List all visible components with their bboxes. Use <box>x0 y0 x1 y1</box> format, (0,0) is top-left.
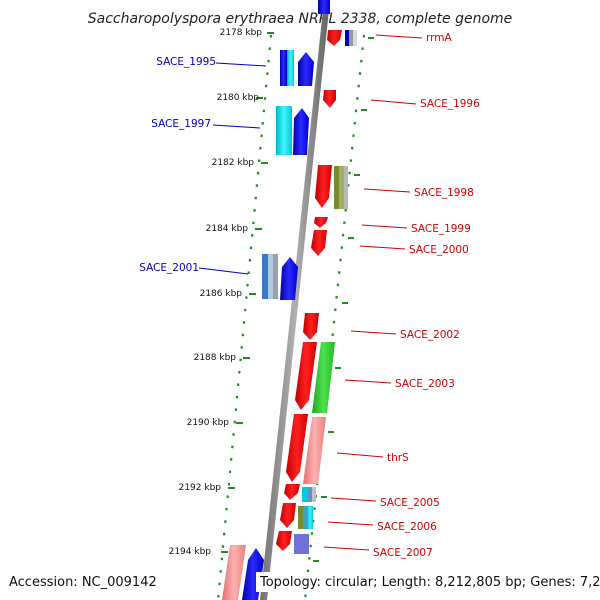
gene-label-sace-2007[interactable]: SACE_2007 <box>373 547 433 559</box>
tick-label: 2184 kbp <box>206 224 249 234</box>
gene-label-sace-2002[interactable]: SACE_2002 <box>400 329 460 341</box>
cog-block <box>302 487 308 502</box>
cog-block <box>339 166 344 209</box>
top-feature-blue <box>318 0 330 14</box>
cog-block <box>287 50 294 86</box>
gene-arrow-sace-2001[interactable] <box>280 257 298 300</box>
cog-block-pink <box>303 417 326 484</box>
gene-label-rrma[interactable]: rrmA <box>426 32 452 44</box>
tick-label: 2192 kbp <box>179 483 222 493</box>
gene-label-sace-2005[interactable]: SACE_2005 <box>380 497 440 509</box>
label-connector <box>336 452 384 458</box>
cog-block <box>353 30 357 46</box>
label-connector <box>370 99 417 105</box>
label-connector <box>212 124 261 129</box>
gene-label-sace-1997[interactable]: SACE_1997 <box>151 118 211 130</box>
gene-arrow-sace-1999[interactable] <box>314 217 328 228</box>
tick-marks <box>221 32 374 562</box>
cog-block <box>344 166 348 209</box>
label-connector <box>359 245 406 250</box>
tick-label: 2186 kbp <box>200 289 243 299</box>
topology-text: Topology: circular; Length: 8,212,805 bp… <box>259 575 600 590</box>
tick-label: 2194 kbp <box>169 547 212 557</box>
cog-block <box>276 106 292 155</box>
map-title: Saccharopolyspora erythraea NRRL 2338, c… <box>88 11 513 27</box>
forward-strand-features <box>276 30 357 554</box>
cog-block <box>345 30 349 46</box>
label-connector <box>363 188 411 193</box>
label-connector <box>327 521 374 526</box>
cog-block <box>312 487 316 502</box>
cog-block-lavender <box>294 534 309 554</box>
cog-block <box>280 50 287 86</box>
tick-label: 2182 kbp <box>212 158 255 168</box>
gene-arrow-sace-2005[interactable] <box>284 484 300 500</box>
cog-block <box>307 506 313 529</box>
cog-block <box>308 487 312 502</box>
gene-arrow-sace-1997[interactable] <box>293 108 309 155</box>
cog-block-green <box>312 342 335 413</box>
gene-arrow-sace-2000[interactable] <box>311 230 327 256</box>
tick-label: 2180 kbp <box>217 93 260 103</box>
gene-label-sace-1999[interactable]: SACE_1999 <box>411 223 471 235</box>
gene-arrow-sace-1998[interactable] <box>315 165 332 208</box>
label-connector <box>330 497 377 502</box>
gene-arrow-sace-1996[interactable] <box>323 90 336 108</box>
gene-arrow-sace-2003[interactable] <box>295 342 317 410</box>
gene-arrow-sace-2006[interactable] <box>280 503 296 528</box>
gene-label-sace-1996[interactable]: SACE_1996 <box>420 98 480 110</box>
gene-arrow-sace-1995[interactable] <box>298 52 314 86</box>
cog-block <box>273 254 278 299</box>
gene-label-sace-2003[interactable]: SACE_2003 <box>395 378 455 390</box>
reverse-labels: SACE_1995 SACE_1997 SACE_2001 <box>139 56 267 275</box>
gene-label-thrs[interactable]: thrS <box>387 452 409 464</box>
cog-block <box>298 506 303 529</box>
tick-label: 2190 kbp <box>187 418 230 428</box>
gene-arrow-rrma[interactable] <box>327 30 342 46</box>
tick-label: 2188 kbp <box>194 353 237 363</box>
label-connector <box>375 34 423 39</box>
cog-block <box>303 506 307 529</box>
footer-left-bg <box>4 572 146 592</box>
tick-label: 2178 kbp <box>220 28 263 38</box>
label-connector <box>350 330 397 335</box>
gene-label-sace-1998[interactable]: SACE_1998 <box>414 187 474 199</box>
cog-block <box>262 254 268 299</box>
gene-arrow-sace-2007[interactable] <box>276 531 292 551</box>
gene-label-sace-1995[interactable]: SACE_1995 <box>156 56 216 68</box>
forward-labels: rrmA SACE_1996 SACE_1998 SACE_1999 SACE_… <box>323 32 480 559</box>
label-connector <box>344 379 392 384</box>
gene-label-sace-2006[interactable]: SACE_2006 <box>377 521 437 533</box>
accession-text: Accession: NC_009142 <box>9 575 157 590</box>
label-connector <box>323 546 370 551</box>
label-connector <box>361 224 408 229</box>
gene-label-sace-2000[interactable]: SACE_2000 <box>409 244 469 256</box>
kbp-labels: 2178 kbp 2180 kbp 2182 kbp 2184 kbp 2186… <box>169 28 263 557</box>
label-connector <box>215 62 267 67</box>
cog-block <box>334 166 339 209</box>
gene-arrow-sace-2002[interactable] <box>303 313 319 340</box>
footer-right-bg <box>256 572 596 592</box>
gene-label-sace-2001[interactable]: SACE_2001 <box>139 262 199 274</box>
cog-block-pink <box>222 545 246 600</box>
cog-block <box>268 254 273 299</box>
left-outer-dots <box>216 34 273 600</box>
label-connector <box>198 267 249 275</box>
gene-arrow-thrs[interactable] <box>286 414 308 482</box>
cog-block <box>349 30 353 46</box>
